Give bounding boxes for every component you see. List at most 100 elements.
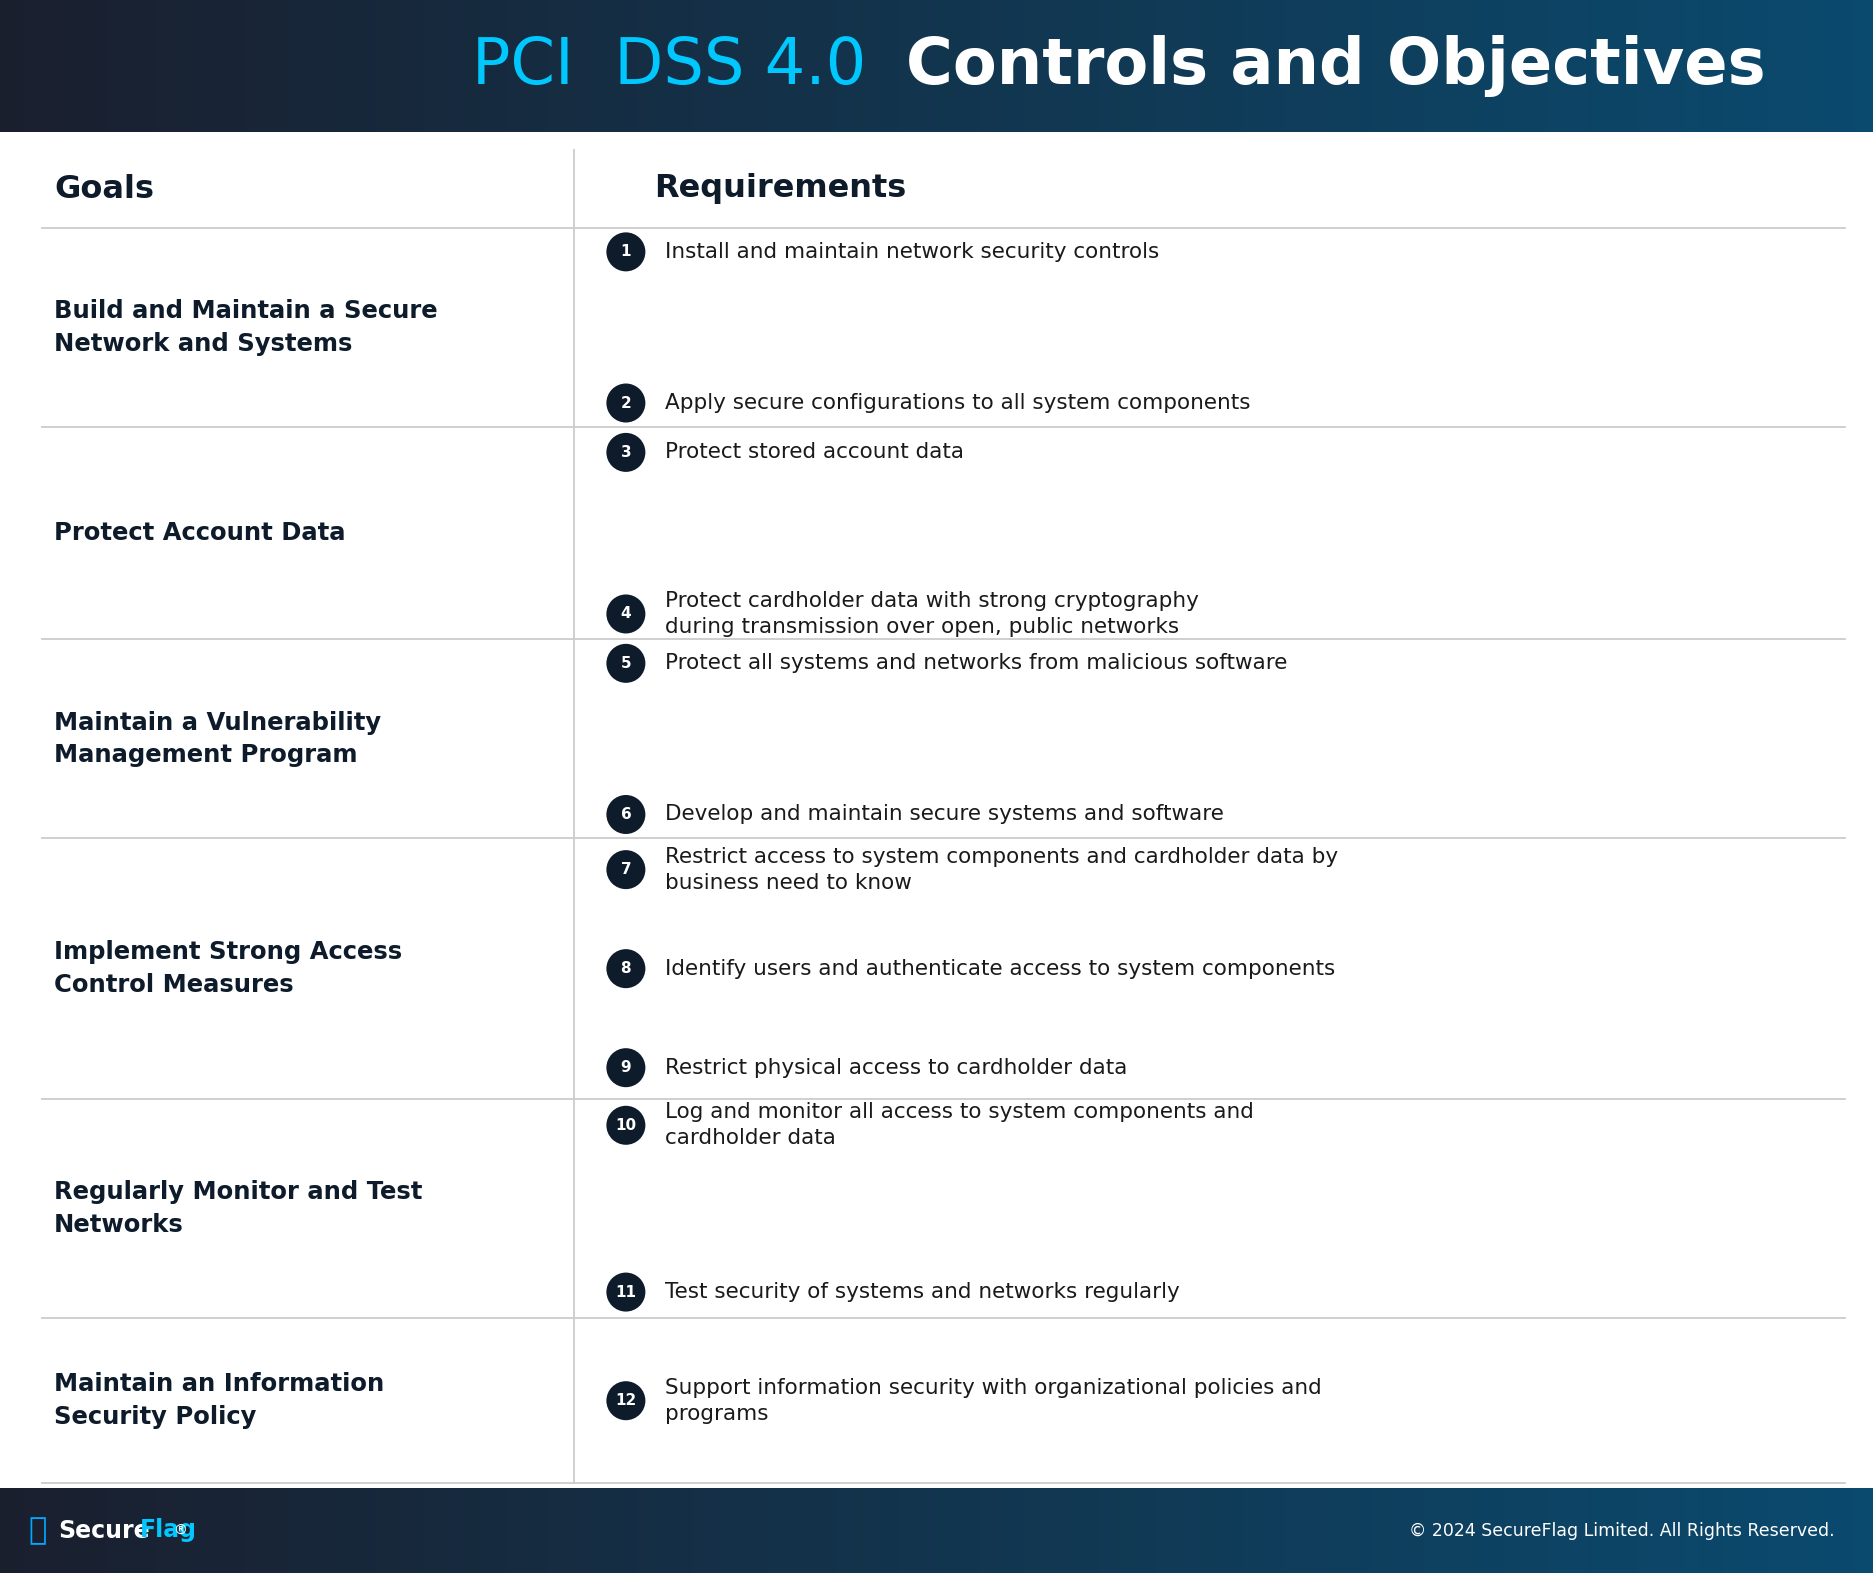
Bar <box>81 0 88 132</box>
Bar <box>431 1488 436 1573</box>
Bar <box>51 1488 56 1573</box>
Bar <box>225 1488 230 1573</box>
Bar <box>830 1488 837 1573</box>
Bar <box>412 0 418 132</box>
Bar <box>225 0 230 132</box>
Bar <box>605 0 612 132</box>
Bar <box>744 1488 749 1573</box>
Bar <box>455 0 463 132</box>
Bar <box>1467 1488 1474 1573</box>
Bar <box>1137 1488 1143 1573</box>
Bar <box>257 0 262 132</box>
Bar <box>594 1488 599 1573</box>
Bar <box>193 1488 200 1573</box>
Bar <box>1648 1488 1654 1573</box>
Bar <box>212 0 219 132</box>
Bar <box>899 0 905 132</box>
Bar <box>107 1488 112 1573</box>
Bar <box>1099 1488 1105 1573</box>
Bar <box>1867 1488 1873 1573</box>
Bar <box>37 0 43 132</box>
Bar <box>1099 0 1105 132</box>
Bar <box>1062 1488 1068 1573</box>
Bar <box>1523 1488 1530 1573</box>
Bar <box>1354 0 1362 132</box>
Bar <box>506 1488 511 1573</box>
Bar <box>450 0 455 132</box>
Bar <box>862 1488 867 1573</box>
Bar <box>425 0 431 132</box>
Bar <box>1723 0 1729 132</box>
Circle shape <box>607 384 646 423</box>
Bar <box>562 1488 568 1573</box>
Bar <box>918 0 923 132</box>
Bar <box>1073 1488 1081 1573</box>
Bar <box>1691 0 1699 132</box>
Bar <box>356 1488 361 1573</box>
Bar <box>880 1488 886 1573</box>
Bar <box>425 1488 431 1573</box>
Bar <box>1148 0 1156 132</box>
Bar <box>19 1488 24 1573</box>
Text: Goals: Goals <box>54 173 154 204</box>
Bar <box>519 1488 524 1573</box>
Bar <box>843 1488 848 1573</box>
Bar <box>781 0 787 132</box>
Bar <box>549 0 556 132</box>
Bar <box>581 0 586 132</box>
Bar <box>1867 0 1873 132</box>
Bar <box>1480 1488 1485 1573</box>
Bar <box>1616 0 1624 132</box>
Bar <box>1630 1488 1635 1573</box>
Bar <box>1255 1488 1261 1573</box>
Bar <box>1367 0 1373 132</box>
Bar <box>605 1488 612 1573</box>
Bar <box>1504 1488 1512 1573</box>
Bar <box>1261 1488 1268 1573</box>
Text: Secure: Secure <box>58 1518 150 1543</box>
Circle shape <box>607 849 646 889</box>
Bar <box>1423 1488 1429 1573</box>
Bar <box>1111 0 1118 132</box>
Bar <box>1212 1488 1217 1573</box>
Bar <box>599 0 605 132</box>
Bar <box>287 1488 294 1573</box>
Bar <box>530 0 538 132</box>
Bar <box>69 1488 75 1573</box>
Bar <box>1598 1488 1605 1573</box>
Bar <box>81 1488 88 1573</box>
Bar <box>1129 0 1137 132</box>
Bar <box>1860 1488 1867 1573</box>
Bar <box>1605 1488 1611 1573</box>
Bar <box>1373 1488 1380 1573</box>
Bar <box>388 0 393 132</box>
Bar <box>1673 0 1680 132</box>
Bar <box>1736 0 1742 132</box>
Bar <box>1418 0 1423 132</box>
Bar <box>1249 1488 1255 1573</box>
Bar <box>830 0 837 132</box>
Bar <box>450 1488 455 1573</box>
Bar <box>631 0 637 132</box>
Bar <box>375 0 380 132</box>
Bar <box>1442 0 1448 132</box>
Bar <box>642 0 650 132</box>
Bar <box>1380 0 1386 132</box>
Bar <box>961 0 968 132</box>
Bar <box>1017 0 1025 132</box>
Bar <box>1343 1488 1349 1573</box>
Bar <box>313 0 318 132</box>
Bar <box>1822 1488 1830 1573</box>
Bar <box>32 0 37 132</box>
Bar <box>1579 1488 1586 1573</box>
Bar <box>1006 0 1011 132</box>
Bar <box>699 1488 706 1573</box>
Bar <box>238 0 243 132</box>
Bar <box>493 1488 500 1573</box>
Text: Test security of systems and networks regularly: Test security of systems and networks re… <box>665 1282 1180 1302</box>
Bar <box>1661 1488 1667 1573</box>
Bar <box>730 0 736 132</box>
Bar <box>163 0 169 132</box>
Bar <box>399 0 406 132</box>
Bar <box>1624 0 1630 132</box>
